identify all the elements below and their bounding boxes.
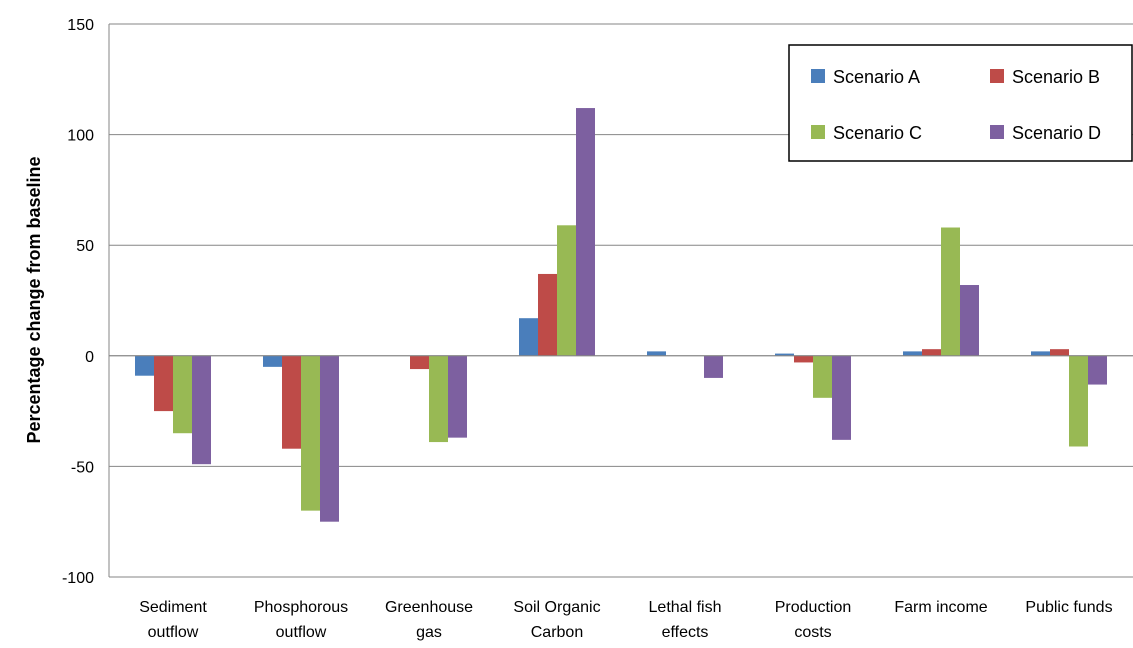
legend-swatch [990, 69, 1004, 83]
y-tick-label: 50 [76, 238, 94, 255]
legend-swatch [990, 125, 1004, 139]
bar [576, 108, 595, 356]
bar [922, 349, 941, 356]
bar [192, 355, 211, 465]
bar [704, 355, 723, 378]
bar [794, 355, 813, 363]
y-tick-label: 100 [67, 128, 94, 145]
bar [320, 355, 339, 522]
bar [1050, 349, 1069, 356]
x-tick-label: effects [662, 624, 709, 641]
bar [1088, 355, 1107, 385]
y-tick-label: 0 [85, 349, 94, 366]
bar [1031, 351, 1050, 356]
bar [154, 355, 173, 412]
bar [410, 355, 429, 370]
x-tick-label: Public funds [1025, 599, 1112, 616]
bar [1069, 355, 1088, 447]
bar [960, 285, 979, 356]
legend-label: Scenario A [833, 67, 920, 87]
legend-swatch [811, 69, 825, 83]
legend: Scenario A Scenario B Scenario C Scenario D [788, 44, 1133, 162]
bar [903, 351, 922, 356]
x-tick-label: costs [794, 624, 831, 641]
legend-swatch [811, 125, 825, 139]
x-tick-label: outflow [276, 624, 327, 641]
bar [941, 227, 960, 356]
bar-layer [135, 108, 1107, 522]
bar [135, 355, 154, 376]
legend-label: Scenario C [833, 123, 922, 143]
bar [775, 353, 794, 356]
bar [538, 273, 557, 356]
bar [282, 355, 301, 449]
y-tick-label: 150 [67, 17, 94, 34]
bar [519, 318, 538, 356]
axis-layer: -100 -50 0 50 100 150 Sediment outflow Phosphoro… [62, 17, 1133, 641]
y-axis-title: Percentage change from baseline [24, 156, 44, 443]
x-tick-label: Phosphorous [254, 599, 348, 616]
x-tick-label: outflow [148, 624, 199, 641]
bar [647, 351, 666, 356]
x-tick-label: Lethal fish [649, 599, 722, 616]
x-tick-label: Greenhouse [385, 599, 473, 616]
bar [173, 355, 192, 434]
y-tick-label: -50 [71, 459, 94, 476]
bar [557, 225, 576, 356]
y-tick-label: -100 [62, 570, 94, 587]
x-tick-label: Sediment [139, 599, 207, 616]
x-tick-label: Production [775, 599, 852, 616]
bar [429, 355, 448, 443]
bar [813, 355, 832, 398]
x-tick-label: Farm income [894, 599, 987, 616]
bar [301, 355, 320, 511]
x-tick-label: gas [416, 624, 442, 641]
x-tick-label: Carbon [531, 624, 583, 641]
x-tick-label: Soil Organic [513, 599, 600, 616]
legend-label: Scenario D [1012, 123, 1101, 143]
legend-box [788, 44, 1133, 162]
legend-label: Scenario B [1012, 67, 1100, 87]
bar [263, 355, 282, 367]
bar [448, 355, 467, 438]
bar [832, 355, 851, 440]
